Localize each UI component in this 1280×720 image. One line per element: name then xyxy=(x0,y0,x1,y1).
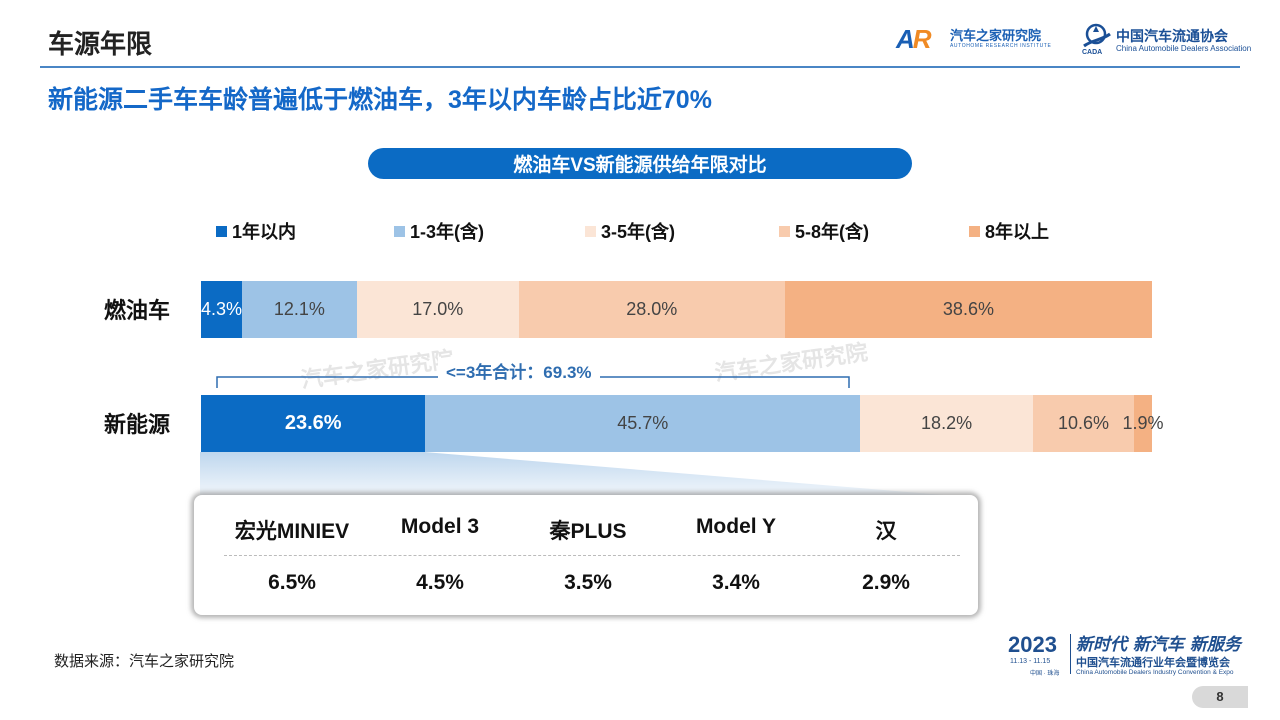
ar-logo-subtitle: AUTOHOME RESEARCH INSTITUTE xyxy=(950,43,1052,49)
event-slogan: 新时代 新汽车 新服务 xyxy=(1076,635,1241,655)
card-divider xyxy=(224,555,960,556)
row-label-nev: 新能源 xyxy=(104,412,171,437)
autohome-research-logo: AR 汽车之家研究院 AUTOHOME RESEARCH INSTITUTE xyxy=(896,22,1056,56)
page-number: 8 xyxy=(1192,686,1248,708)
ar-logo-name: 汽车之家研究院 xyxy=(950,28,1042,43)
event-divider xyxy=(1070,634,1071,674)
data-label: 45.7% xyxy=(617,413,669,433)
event-city: 中国 · 珠海 xyxy=(1030,671,1060,677)
model-share: 3.4% xyxy=(712,571,760,594)
data-label: 38.6% xyxy=(942,299,994,319)
bar-segment xyxy=(241,281,357,338)
legend-item: 5-8年(含) xyxy=(779,220,869,242)
model-name: Model 3 xyxy=(400,515,480,538)
legend-label: 3-5年(含) xyxy=(601,222,676,242)
data-label: 10.6% xyxy=(1058,413,1110,433)
legend-label: 1年以内 xyxy=(232,222,297,242)
bar-segment xyxy=(1033,395,1134,452)
cada-logo-subtitle: China Automobile Dealers Association xyxy=(1116,44,1252,53)
row-label-fuel: 燃油车 xyxy=(104,298,171,323)
legend-swatch xyxy=(779,225,790,237)
model-name: Model Y xyxy=(695,515,777,538)
cada-emblem-icon: CADA xyxy=(1082,23,1111,56)
page-title: 车源年限 xyxy=(48,29,153,59)
model-name: 秦PLUS xyxy=(549,520,627,543)
model-name: 汉 xyxy=(875,520,897,543)
top-models-card: 宏光MINIEV 6.5% Model 3 4.5% 秦PLUS 3.5% Model Y 3… xyxy=(194,495,978,615)
data-label: 4.3% xyxy=(200,299,242,319)
legend-swatch xyxy=(394,225,405,237)
model-share: 2.9% xyxy=(862,571,910,594)
legend-label: 8年以上 xyxy=(985,222,1050,242)
cumulative-annotation: <=3年合计：69.3% xyxy=(438,358,600,383)
legend-item: 8年以上 xyxy=(969,220,1049,242)
bar-segment xyxy=(425,395,861,452)
data-label: 17.0% xyxy=(412,299,464,319)
zoom-connector xyxy=(200,452,980,498)
bar-segment xyxy=(201,395,426,452)
svg-text:CADA: CADA xyxy=(1082,49,1102,56)
bar-nev: 23.6% 45.7% 18.2% 10.6% 1.9% xyxy=(201,395,1163,452)
cada-logo: CADA 中国汽车流通协会 China Automobile Dealers A… xyxy=(1078,20,1252,56)
event-dates: 11.13 - 11.15 xyxy=(1010,658,1051,665)
bar-fuel: 4.3% 12.1% 17.0% 28.0% 38.6% xyxy=(201,281,1152,338)
model-share: 6.5% xyxy=(268,571,316,594)
model-share: 3.5% xyxy=(564,571,612,594)
data-label: 28.0% xyxy=(626,299,678,319)
bar-segment xyxy=(1133,395,1152,452)
chart-title: 燃油车VS新能源供给年限对比 xyxy=(368,148,912,179)
legend-item: 3-5年(含) xyxy=(585,220,675,242)
legend-label: 5-8年(含) xyxy=(795,222,870,242)
ar-logo-mark: AR xyxy=(896,24,932,54)
model-share: 4.5% xyxy=(416,571,464,594)
legend-swatch xyxy=(969,225,980,237)
event-name: 中国汽车流通行业年会暨博览会 xyxy=(1076,657,1230,669)
model-name: 宏光MINIEV xyxy=(234,520,350,543)
headline: 新能源二手车车龄普遍低于燃油车，3年以内车龄占比近70% xyxy=(48,86,712,114)
legend-item: 1-3年(含) xyxy=(394,220,484,242)
legend-item: 1年以内 xyxy=(216,220,296,242)
event-year: 2023 xyxy=(1008,632,1057,657)
event-logo: 2023 11.13 - 11.15 中国 · 珠海 新时代 新汽车 新服务 中… xyxy=(1008,630,1258,680)
data-label: 18.2% xyxy=(921,413,973,433)
bar-segment xyxy=(860,395,1034,452)
cada-logo-name: 中国汽车流通协会 xyxy=(1116,29,1228,45)
data-label: 1.9% xyxy=(1122,413,1164,433)
bar-segment xyxy=(784,281,1152,338)
data-source: 数据来源：汽车之家研究院 xyxy=(54,653,235,670)
event-name-en: China Automobile Dealers Industry Conven… xyxy=(1076,669,1234,676)
bar-segment xyxy=(356,281,519,338)
data-label: 12.1% xyxy=(273,299,325,319)
legend-label: 1-3年(含) xyxy=(410,222,485,242)
legend-swatch xyxy=(585,225,596,237)
legend-swatch xyxy=(216,225,227,237)
bar-segment xyxy=(518,281,785,338)
bar-segment xyxy=(201,281,242,338)
header-divider xyxy=(40,66,1240,68)
data-label: 23.6% xyxy=(284,412,342,434)
